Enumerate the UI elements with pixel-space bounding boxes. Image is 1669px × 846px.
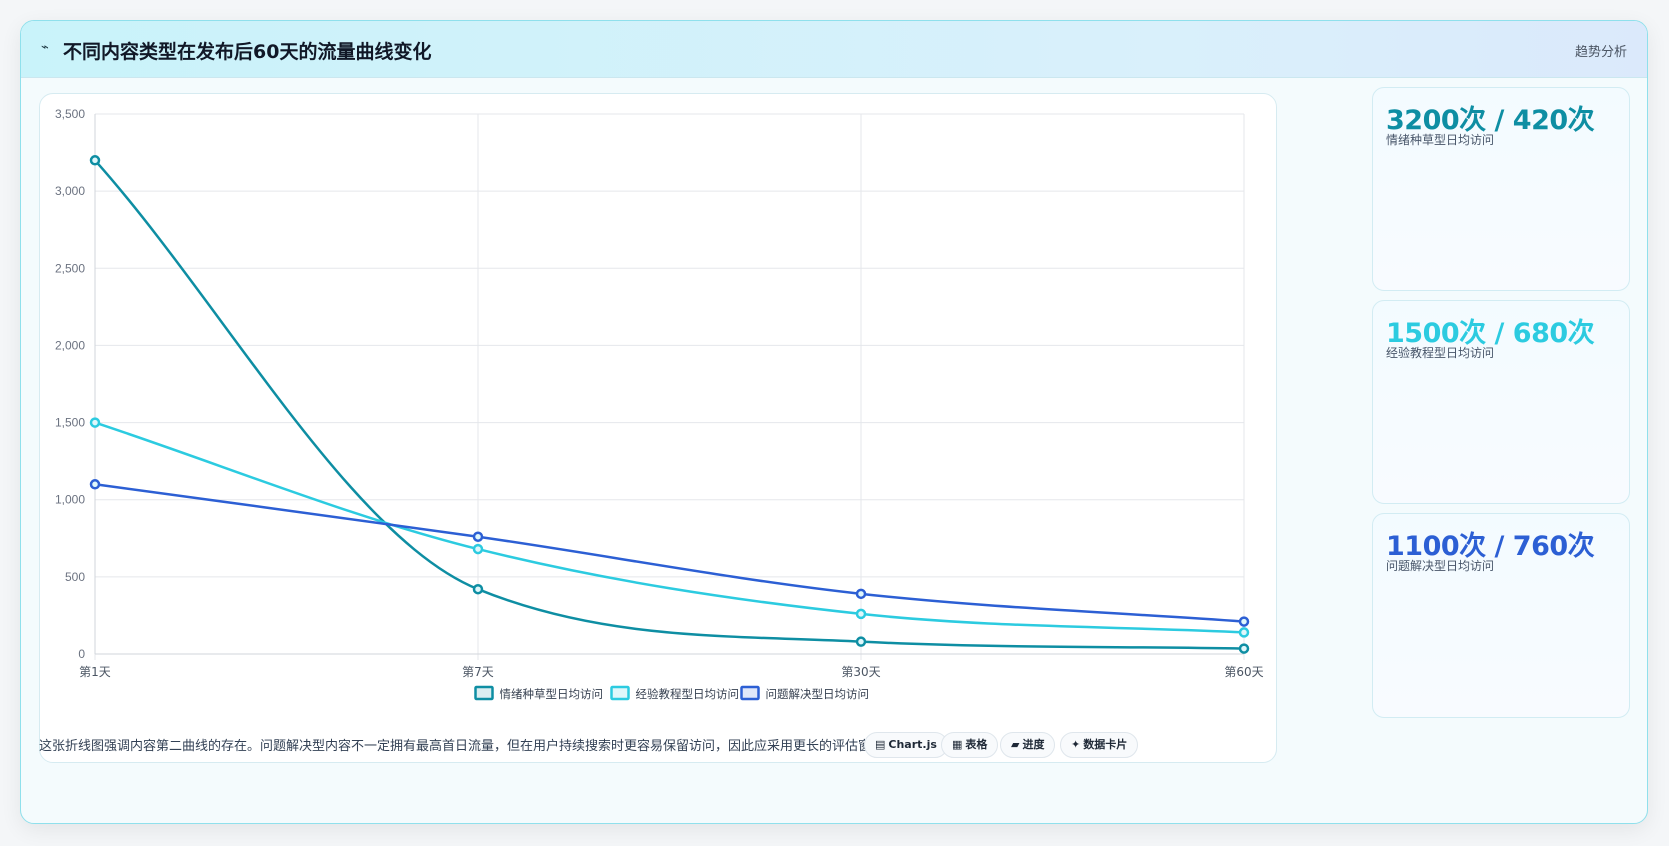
legend-swatch	[610, 685, 630, 701]
data-point	[89, 155, 101, 166]
data-point	[855, 608, 867, 620]
stat-label: 经验教程型日均访问	[1386, 346, 1495, 360]
legend-label: 问题解决型日均访问	[766, 687, 870, 701]
chip-label: 进度	[1022, 738, 1045, 751]
trend-wave-icon: ⌁	[41, 40, 49, 55]
stat-card-tutorial: 1500次 / 680次 经验教程型日均访问	[1372, 300, 1630, 504]
y-tick-label: 3,000	[55, 184, 85, 198]
data-point	[89, 417, 101, 428]
data-point	[855, 636, 867, 647]
stat-value: 1100次 / 760次	[1386, 531, 1595, 562]
series-line-1	[94, 159, 1245, 650]
chip-label: Chart.js	[888, 738, 937, 751]
y-tick-label: 2,500	[55, 261, 85, 275]
header-tag: 趋势分析	[1574, 45, 1627, 60]
chip-label: 表格	[965, 738, 988, 751]
chip-data-card[interactable]: ✦ 数据卡片	[1060, 732, 1139, 758]
data-point	[89, 479, 101, 490]
legend-swatch	[474, 685, 494, 701]
data-point	[855, 588, 867, 600]
chip-progress[interactable]: ▰ 进度	[1000, 732, 1056, 758]
table-icon: ▦	[952, 738, 963, 751]
stat-value: 3200次 / 420次	[1386, 105, 1595, 136]
legend-label: 情绪种草型日均访问	[500, 687, 604, 701]
chart-card: ⌁ 不同内容类型在发布后60天的流量曲线变化 趋势分析 0 500 1,000 1,5…	[20, 20, 1648, 824]
series-line-2	[94, 421, 1245, 634]
data-point	[1238, 616, 1250, 627]
x-tick-label: 第30天	[841, 665, 880, 679]
x-tick-label: 第60天	[1224, 665, 1263, 679]
y-tick-label: 0	[78, 647, 85, 661]
y-tick-label: 500	[65, 570, 85, 584]
series-line-3	[94, 483, 1245, 623]
stat-label: 情绪种草型日均访问	[1386, 133, 1495, 147]
legend-label: 经验教程型日均访问	[636, 687, 740, 701]
chip-table[interactable]: ▦ 表格	[941, 732, 999, 758]
stat-card-emotion: 3200次 / 420次 情绪种草型日均访问	[1372, 87, 1630, 291]
card-header: ⌁ 不同内容类型在发布后60天的流量曲线变化 趋势分析	[21, 21, 1647, 78]
chart-icon: ▤	[875, 738, 886, 751]
data-point	[1238, 643, 1250, 654]
y-tick-label: 2,000	[55, 338, 85, 352]
chip-label: 数据卡片	[1083, 738, 1128, 751]
data-point	[1238, 627, 1250, 638]
y-tick-label: 1,500	[55, 416, 85, 430]
data-point	[472, 583, 484, 595]
legend-swatch	[740, 685, 760, 701]
line-chart: 0 500 1,000 1,500 2,000 2,500 3,000 3,500 第1天 第7天…	[55, 107, 1264, 701]
footer-note: 这张折线图强调内容第二曲线的存在。问题解决型内容不一定拥有最高首日流量，但在用户…	[39, 739, 898, 754]
stat-label: 问题解决型日均访问	[1386, 559, 1495, 573]
stat-card-solution: 1100次 / 760次 问题解决型日均访问	[1372, 513, 1630, 718]
x-tick-label: 第1天	[79, 665, 111, 679]
y-tick-label: 1,000	[55, 493, 85, 507]
sparkle-icon: ✦	[1071, 738, 1081, 751]
progress-icon: ▰	[1011, 738, 1020, 751]
data-point	[472, 531, 484, 542]
data-point	[472, 543, 484, 555]
chip-chartjs[interactable]: ▤ Chart.js	[864, 732, 948, 758]
chart-panel: 0 500 1,000 1,500 2,000 2,500 3,000 3,500 第1天 第7天…	[39, 93, 1277, 763]
page-title: 不同内容类型在发布后60天的流量曲线变化	[63, 41, 432, 63]
y-tick-label: 3,500	[55, 107, 85, 121]
stat-value: 1500次 / 680次	[1386, 318, 1595, 349]
x-tick-label: 第7天	[462, 665, 494, 679]
